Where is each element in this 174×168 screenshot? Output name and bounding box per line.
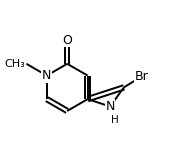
Text: Br: Br bbox=[135, 70, 149, 83]
Text: N: N bbox=[105, 100, 115, 113]
Text: H: H bbox=[111, 115, 118, 125]
Text: CH₃: CH₃ bbox=[5, 59, 26, 69]
Text: N: N bbox=[42, 69, 52, 82]
Text: O: O bbox=[62, 34, 72, 47]
